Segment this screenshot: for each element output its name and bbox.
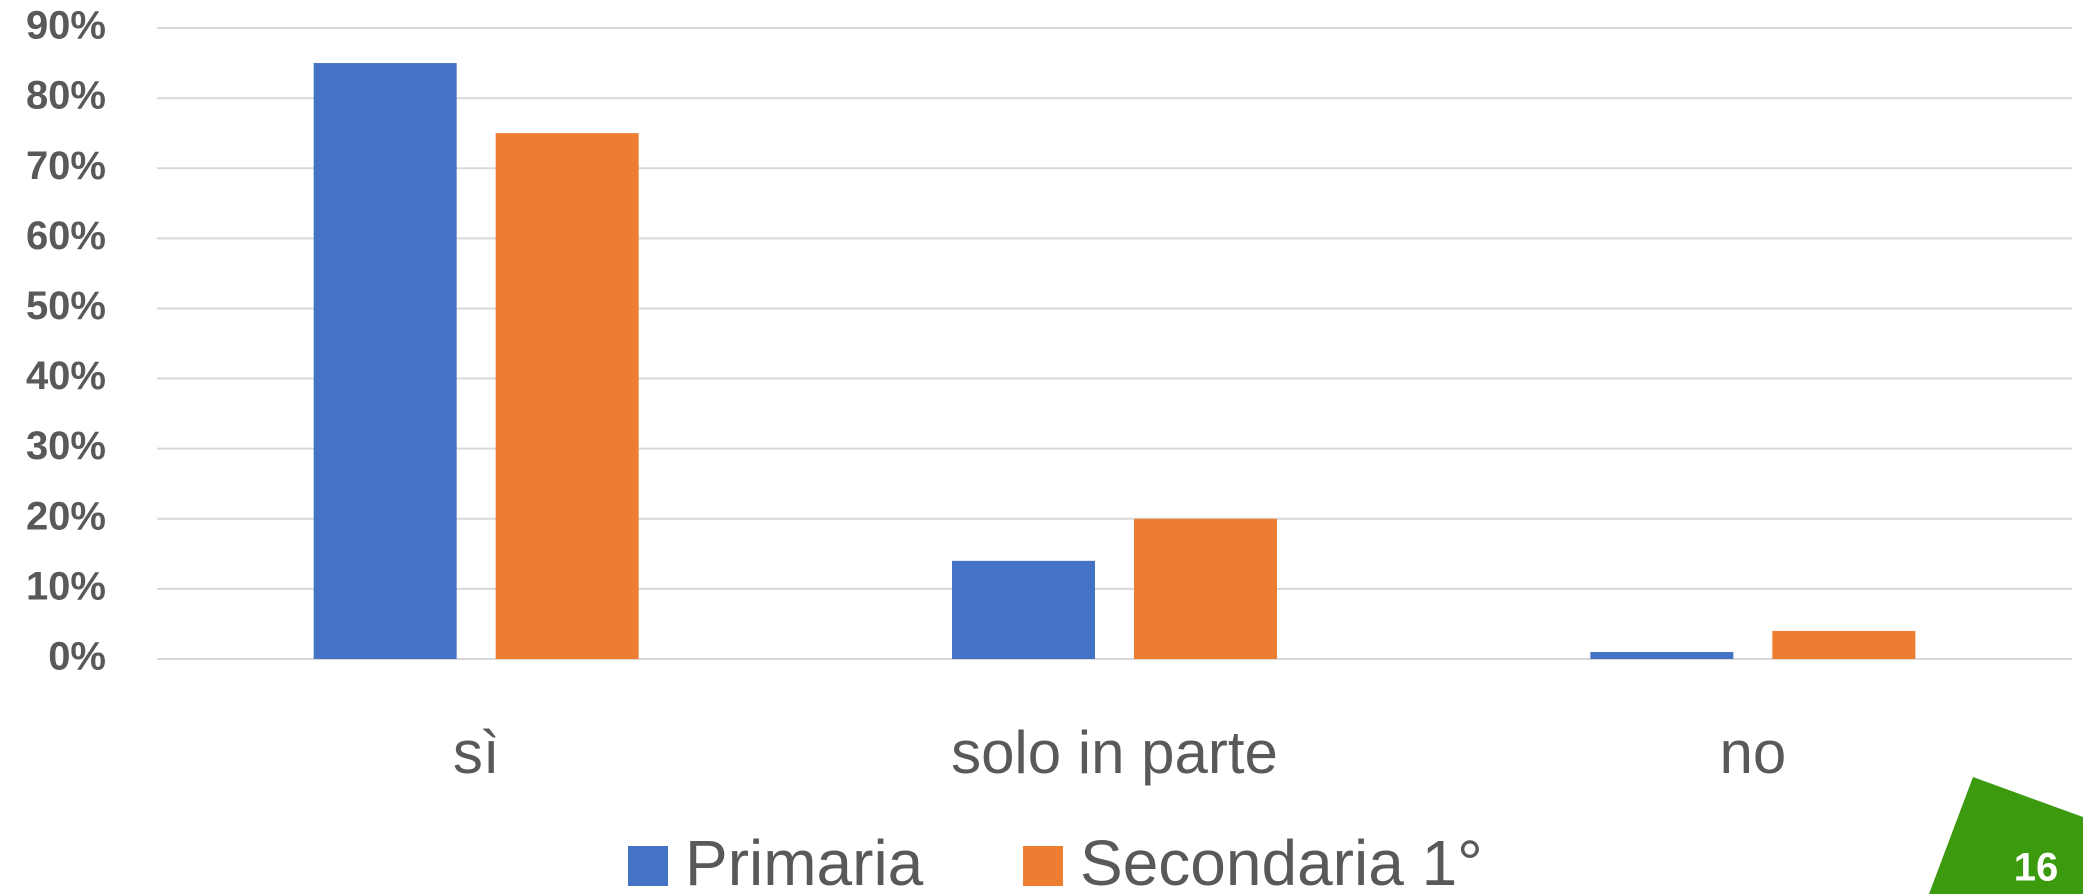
y-tick-label: 90% (26, 4, 106, 48)
x-tick-label: no (1719, 719, 1786, 786)
bar (495, 133, 639, 659)
x-tick-label: solo in parte (951, 719, 1278, 786)
legend-swatch (1023, 846, 1063, 886)
slide-number: 16 (2014, 846, 2059, 890)
y-tick-label: 20% (26, 494, 106, 538)
y-tick-label: 0% (48, 635, 106, 679)
x-tick-label: sì (453, 719, 500, 786)
bar (1772, 630, 1916, 659)
y-tick-label: 50% (26, 284, 106, 328)
legend-label: Primaria (685, 827, 924, 894)
slide-corner (1929, 777, 2083, 894)
bar (1134, 518, 1277, 659)
bar (313, 63, 457, 660)
legend-swatch (628, 846, 668, 886)
bar (1590, 651, 1734, 659)
legend-label: Secondaria 1° (1080, 827, 1483, 894)
y-tick-label: 70% (26, 144, 106, 188)
y-tick-label: 30% (26, 424, 106, 468)
y-tick-label: 60% (26, 214, 106, 258)
y-tick-label: 40% (26, 354, 106, 398)
y-tick-label: 80% (26, 74, 106, 118)
y-tick-label: 10% (26, 564, 106, 608)
bar (952, 560, 1095, 659)
